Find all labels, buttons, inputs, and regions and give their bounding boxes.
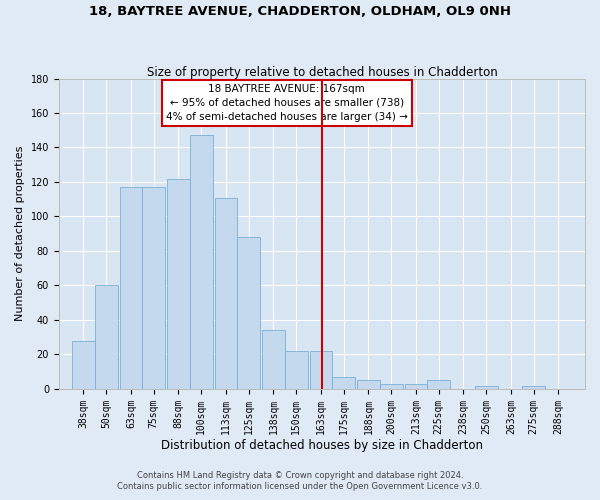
- Bar: [310, 351, 332, 389]
- Bar: [167, 178, 190, 389]
- Text: Contains public sector information licensed under the Open Government Licence v3: Contains public sector information licen…: [118, 482, 482, 491]
- Bar: [95, 286, 118, 389]
- X-axis label: Distribution of detached houses by size in Chadderton: Distribution of detached houses by size …: [161, 440, 483, 452]
- Bar: [380, 384, 403, 389]
- Bar: [523, 386, 545, 389]
- Title: Size of property relative to detached houses in Chadderton: Size of property relative to detached ho…: [146, 66, 497, 78]
- Bar: [142, 187, 165, 389]
- Bar: [72, 340, 95, 389]
- Bar: [262, 330, 285, 389]
- Text: 18, BAYTREE AVENUE, CHADDERTON, OLDHAM, OL9 0NH: 18, BAYTREE AVENUE, CHADDERTON, OLDHAM, …: [89, 5, 511, 18]
- Bar: [238, 237, 260, 389]
- Y-axis label: Number of detached properties: Number of detached properties: [15, 146, 25, 322]
- Bar: [215, 198, 238, 389]
- Bar: [119, 187, 142, 389]
- Text: Contains HM Land Registry data © Crown copyright and database right 2024.: Contains HM Land Registry data © Crown c…: [137, 472, 463, 480]
- Text: 18 BAYTREE AVENUE: 167sqm
← 95% of detached houses are smaller (738)
4% of semi-: 18 BAYTREE AVENUE: 167sqm ← 95% of detac…: [166, 84, 407, 122]
- Bar: [427, 380, 450, 389]
- Bar: [190, 136, 212, 389]
- Bar: [404, 384, 427, 389]
- Bar: [475, 386, 497, 389]
- Bar: [357, 380, 380, 389]
- Bar: [285, 351, 308, 389]
- Bar: [332, 377, 355, 389]
